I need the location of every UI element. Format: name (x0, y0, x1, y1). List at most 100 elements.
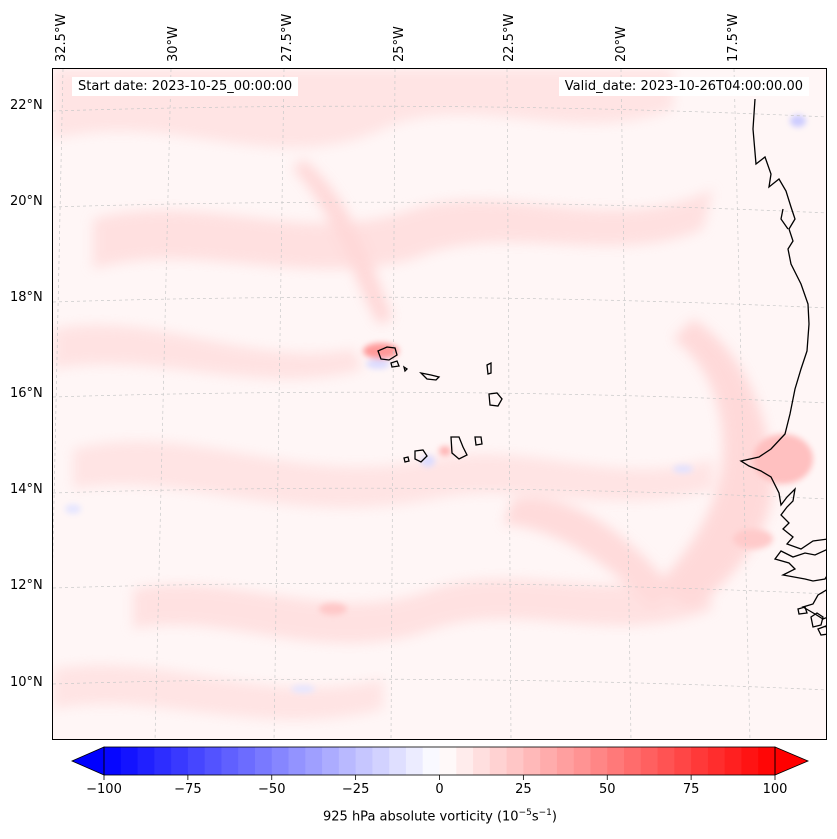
boa-vista-island (488, 392, 503, 407)
vorticity-maximum (319, 603, 347, 615)
colorbar-segment (691, 747, 709, 775)
gridline-lon-25w (390, 69, 396, 739)
latitude-label-10n: 10°N (10, 675, 43, 690)
gridline-lon-30w (154, 69, 172, 739)
vorticity-maximum (733, 529, 773, 549)
colorbar-segment (221, 747, 239, 775)
colorbar-segment (389, 747, 407, 775)
coastlines (377, 98, 826, 636)
vorticity-minimum (790, 115, 806, 127)
colorbar-segment (758, 747, 776, 775)
colorbar-segment (137, 747, 155, 775)
longitude-label-30w: 30°W (166, 26, 181, 62)
colorbar-segment (254, 747, 273, 775)
positive-vorticity-band (133, 569, 713, 644)
colorbar-segment (305, 747, 323, 775)
vorticity-map (53, 69, 826, 739)
vorticity-field (53, 69, 813, 720)
colorbar-label-exponent: −5 (518, 808, 532, 818)
colorbar-segment (456, 747, 474, 775)
positive-vorticity-band (503, 497, 673, 609)
colorbar-segment (204, 747, 222, 775)
gridline-lon-27-5w (273, 69, 285, 739)
colorbar-segment (271, 747, 290, 775)
colorbar-label-exponent: −1 (538, 808, 552, 818)
sao-vicente-island (390, 360, 400, 368)
colorbar-segment (657, 747, 675, 775)
gridline-lat-12n (53, 582, 826, 595)
colorbar-tick-label: 25 (515, 782, 532, 797)
gridline-lat-14n (53, 487, 826, 500)
colorbar-segment (674, 747, 692, 775)
colorbar-segment (707, 747, 726, 775)
map-panel (52, 68, 827, 740)
colorbar-segment (405, 747, 424, 775)
colorbar-segment (523, 747, 541, 775)
gridline-lat-22n (53, 105, 826, 118)
colorbar-segments (104, 747, 776, 775)
bijagos-island (810, 612, 824, 628)
vorticity-minimum (65, 504, 81, 514)
bijagos-island (817, 625, 826, 636)
colorbar-extend-min-arrow (71, 746, 105, 776)
colorbar-extend-max-arrow (774, 746, 810, 776)
vorticity-minimum (366, 359, 390, 369)
colorbar-segment (724, 747, 742, 775)
latitude-label-16n: 16°N (10, 386, 43, 401)
africa-coastline (780, 208, 789, 230)
bijagos-island (797, 606, 808, 615)
colorbar-segment (171, 747, 189, 775)
colorbar-segment (187, 747, 206, 775)
gridline-lon-20w (620, 69, 632, 739)
gridline-lon-22-5w (506, 69, 512, 739)
colorbar-segment (624, 747, 642, 775)
latitude-label-12n: 12°N (10, 578, 43, 593)
colorbar-segment (120, 747, 139, 775)
colorbar-tick-label: −25 (341, 782, 370, 797)
vorticity-minimum (291, 685, 315, 693)
longitude-label-22-5w: 22.5°W (502, 13, 517, 62)
santo-antao-island (377, 346, 398, 361)
colorbar-segment (288, 747, 306, 775)
colorbar-label-text: ) (551, 809, 557, 825)
gridline-lat-16n (53, 391, 826, 404)
colorbar-segment (338, 747, 357, 775)
colorbar-tick-marks (103, 775, 776, 780)
latitude-label-18n: 18°N (10, 290, 43, 305)
vorticity-minimum (673, 465, 693, 473)
latitude-label-22n: 22°N (10, 98, 43, 113)
longitude-label-17-5w: 17.5°W (726, 13, 741, 62)
positive-vorticity-band (73, 441, 713, 508)
gridline-lat-18n (53, 296, 826, 309)
brava-island (403, 456, 410, 463)
colorbar-label-unit: s (531, 809, 539, 825)
longitude-label-25w: 25°W (392, 26, 407, 62)
gridline-lat-10n (53, 678, 826, 691)
colorbar-tick-label: −50 (258, 782, 286, 797)
colorbar-tick-label: 100 (762, 782, 788, 797)
colorbar-segment (439, 747, 457, 775)
colorbar-tick-label: 75 (682, 782, 700, 797)
colorbar-segment (422, 747, 440, 775)
gridline-lon-17-5w (733, 69, 751, 739)
colorbar-segment (322, 747, 340, 775)
colorbar-segment (540, 747, 558, 775)
colorbar-segment (104, 747, 122, 775)
colorbar-segment (590, 747, 608, 775)
colorbar-segment (355, 747, 373, 775)
colorbar-segment (556, 747, 575, 775)
colorbar-segment (506, 747, 524, 775)
vorticity-minimum (421, 455, 435, 467)
colorbar-segment (154, 747, 172, 775)
positive-vorticity-band (293, 159, 393, 324)
colorbar-segment (573, 747, 591, 775)
colorbar-segment (372, 747, 390, 775)
vorticity-maximum (753, 434, 813, 484)
start-date-label: Start date: 2023-10-25_00:00:00 (72, 77, 299, 96)
santiago-island (450, 436, 468, 460)
colorbar-segment (473, 747, 491, 775)
colorbar-segment (607, 747, 625, 775)
africa-coastline (739, 98, 826, 550)
colorbar-tick-label: −100 (86, 782, 122, 797)
positive-vorticity-band (53, 664, 383, 720)
